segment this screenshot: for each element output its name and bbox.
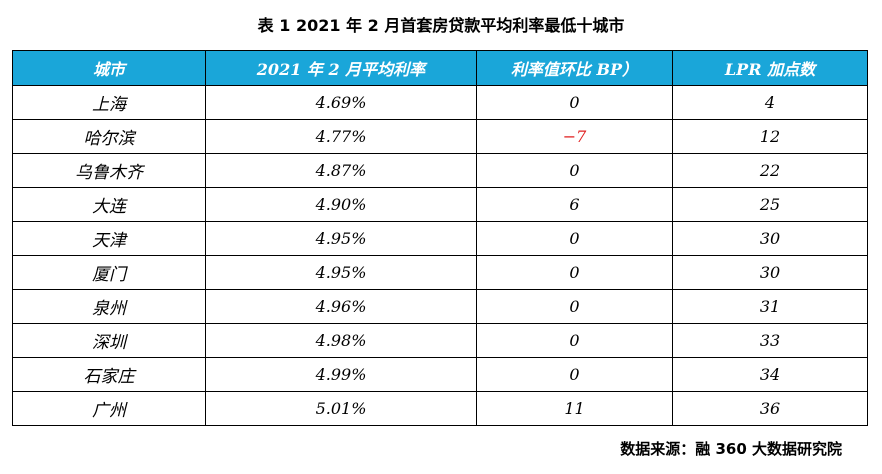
lpr-points-cell: 22 <box>672 153 868 188</box>
rate-cell: 4.99% <box>205 357 477 392</box>
table-header-row: 城市 2021 年 2 月平均利率 利率值环比 BP） LPR 加点数 <box>12 50 868 86</box>
table-row: 厦门 4.95% 0 30 <box>12 255 868 290</box>
lpr-points-cell: 4 <box>672 85 868 120</box>
city-cell: 哈尔滨 <box>12 119 206 154</box>
city-cell: 大连 <box>12 187 206 222</box>
city-cell: 石家庄 <box>12 357 206 392</box>
lpr-points-cell: 12 <box>672 119 868 154</box>
table-row: 石家庄 4.99% 0 34 <box>12 357 868 392</box>
lpr-points-cell: 36 <box>672 391 868 426</box>
rate-cell: 4.69% <box>205 85 477 120</box>
table-row: 哈尔滨 4.77% −7 12 <box>12 119 868 154</box>
lpr-points-cell: 31 <box>672 289 868 324</box>
table-row: 天津 4.95% 0 30 <box>12 221 868 256</box>
bp-change-cell: 0 <box>476 357 673 392</box>
city-cell: 天津 <box>12 221 206 256</box>
table-row: 乌鲁木齐 4.87% 0 22 <box>12 153 868 188</box>
bp-change-cell: 6 <box>476 187 673 222</box>
table-row: 大连 4.90% 6 25 <box>12 187 868 222</box>
table-row: 深圳 4.98% 0 33 <box>12 323 868 358</box>
lpr-points-cell: 25 <box>672 187 868 222</box>
table-row: 上海 4.69% 0 4 <box>12 85 868 120</box>
bp-change-cell: −7 <box>476 119 673 154</box>
bp-change-cell: 0 <box>476 323 673 358</box>
city-cell: 深圳 <box>12 323 206 358</box>
city-cell: 厦门 <box>12 255 206 290</box>
rate-cell: 4.96% <box>205 289 477 324</box>
bp-change-cell: 0 <box>476 153 673 188</box>
column-header-average-rate: 2021 年 2 月平均利率 <box>205 50 477 86</box>
bp-change-cell: 0 <box>476 289 673 324</box>
city-cell: 广州 <box>12 391 206 426</box>
rate-cell: 4.87% <box>205 153 477 188</box>
column-header-city: 城市 <box>12 50 206 86</box>
column-header-bp-change: 利率值环比 BP） <box>476 50 673 86</box>
lpr-points-cell: 34 <box>672 357 868 392</box>
bp-change-cell: 0 <box>476 221 673 256</box>
bp-change-cell: 0 <box>476 85 673 120</box>
city-cell: 乌鲁木齐 <box>12 153 206 188</box>
city-cell: 上海 <box>12 85 206 120</box>
bp-change-cell: 11 <box>476 391 673 426</box>
rate-cell: 4.98% <box>205 323 477 358</box>
rate-cell: 5.01% <box>205 391 477 426</box>
rate-cell: 4.95% <box>205 255 477 290</box>
column-header-lpr-points: LPR 加点数 <box>672 50 868 86</box>
mortgage-rate-table: 城市 2021 年 2 月平均利率 利率值环比 BP） LPR 加点数 上海 4… <box>12 50 868 426</box>
rate-cell: 4.77% <box>205 119 477 154</box>
data-source-note: 数据来源：融 360 大数据研究院 <box>620 440 842 458</box>
lpr-points-cell: 33 <box>672 323 868 358</box>
lpr-points-cell: 30 <box>672 221 868 256</box>
table-row: 泉州 4.96% 0 31 <box>12 289 868 324</box>
rate-cell: 4.95% <box>205 221 477 256</box>
bp-change-cell: 0 <box>476 255 673 290</box>
rate-cell: 4.90% <box>205 187 477 222</box>
lpr-points-cell: 30 <box>672 255 868 290</box>
city-cell: 泉州 <box>12 289 206 324</box>
table-title: 表 1 2021 年 2 月首套房贷款平均利率最低十城市 <box>257 16 625 35</box>
table-row: 广州 5.01% 11 36 <box>12 391 868 426</box>
